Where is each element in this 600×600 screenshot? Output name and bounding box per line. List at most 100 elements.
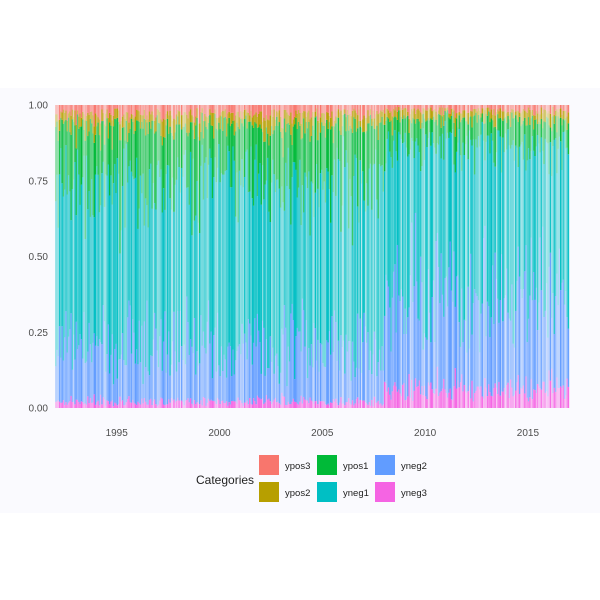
stripe-ypos3 xyxy=(72,105,75,117)
stripe-yneg1 xyxy=(408,154,410,308)
stripe-yneg2 xyxy=(493,324,495,388)
stripe-yneg1 xyxy=(444,120,446,279)
stripe-yneg1 xyxy=(254,159,256,319)
stripe-ypos2 xyxy=(218,117,220,123)
stripe-ypos1 xyxy=(470,116,472,140)
stripe-ypos2 xyxy=(88,114,90,132)
stripe-ypos2 xyxy=(315,108,318,117)
stripe-yneg3 xyxy=(396,391,399,408)
stripe-ypos3 xyxy=(444,105,446,109)
stripe-yneg1 xyxy=(362,171,364,343)
stripe-yneg1 xyxy=(372,165,374,355)
stripe-ypos3 xyxy=(191,105,193,116)
stripe-yneg2 xyxy=(430,342,432,383)
stripe-yneg1 xyxy=(473,174,476,290)
stripe-ypos1 xyxy=(354,118,356,155)
stripe-ypos3 xyxy=(430,105,432,108)
stripe-yneg1 xyxy=(346,162,349,352)
stripe-yneg3 xyxy=(358,403,360,408)
stripe-ypos1 xyxy=(96,126,98,167)
stripe-yneg1 xyxy=(396,160,399,245)
stripe-ypos2 xyxy=(137,110,139,121)
stripe-ypos3 xyxy=(452,105,454,109)
stripe-yneg1 xyxy=(502,137,504,322)
stripe-yneg1 xyxy=(543,164,545,317)
stripe-yneg3 xyxy=(112,406,115,408)
stripe-ypos1 xyxy=(123,127,125,149)
stripe-yneg3 xyxy=(92,402,94,408)
stripe-yneg3 xyxy=(327,403,329,408)
stripe-ypos1 xyxy=(322,125,324,190)
stripe-yneg3 xyxy=(382,404,385,408)
stripe-yneg1 xyxy=(493,162,495,325)
stripe-yneg1 xyxy=(195,215,197,375)
stripe-ypos1 xyxy=(534,119,536,157)
stripe-yneg2 xyxy=(436,232,439,367)
stripe-ypos1 xyxy=(484,123,486,161)
stripe-yneg3 xyxy=(381,405,383,408)
stripe-yneg3 xyxy=(63,404,66,408)
y-tick-label: 0.25 xyxy=(29,328,49,339)
stripe-ypos2 xyxy=(234,115,237,132)
stripe-yneg1 xyxy=(422,128,424,350)
stripe-yneg1 xyxy=(399,134,401,302)
stripe-yneg1 xyxy=(488,135,490,307)
stripe-ypos2 xyxy=(150,114,152,129)
stripe-ypos3 xyxy=(556,105,558,110)
stripe-yneg2 xyxy=(463,319,466,385)
stripe-yneg2 xyxy=(141,325,143,399)
stripe-yneg3 xyxy=(250,403,252,408)
stripe-ypos2 xyxy=(207,115,210,123)
stripe-ypos2 xyxy=(374,114,377,130)
stripe-yneg3 xyxy=(148,399,151,408)
stripe-ypos2 xyxy=(410,108,413,124)
stripe-yneg3 xyxy=(182,402,184,408)
stripe-ypos1 xyxy=(182,126,184,177)
stripe-ypos2 xyxy=(426,110,428,121)
stripe-ypos3 xyxy=(94,105,97,114)
stripe-yneg3 xyxy=(213,400,215,408)
stripe-ypos2 xyxy=(115,108,117,120)
stripe-yneg2 xyxy=(507,312,509,383)
stripe-ypos2 xyxy=(502,111,504,121)
stripe-ypos3 xyxy=(362,105,364,120)
stripe-ypos1 xyxy=(529,124,531,160)
stripe-yneg1 xyxy=(412,140,414,302)
stripe-yneg3 xyxy=(105,405,107,408)
stripe-ypos1 xyxy=(157,122,160,161)
stripe-yneg3 xyxy=(409,397,412,408)
stripe-ypos3 xyxy=(462,105,464,111)
stripe-yneg3 xyxy=(389,394,391,408)
stripe-ypos2 xyxy=(233,120,236,136)
stripe-ypos1 xyxy=(374,129,377,150)
stripe-ypos1 xyxy=(152,120,155,183)
stripe-yneg2 xyxy=(470,253,472,399)
stripe-yneg2 xyxy=(196,351,198,403)
stripe-ypos2 xyxy=(102,113,105,121)
stripe-yneg2 xyxy=(314,328,317,402)
stripe-yneg3 xyxy=(215,403,218,408)
stripe-yneg1 xyxy=(305,176,308,321)
stripe-ypos3 xyxy=(200,105,202,113)
stripe-ypos2 xyxy=(421,114,423,123)
stripe-ypos2 xyxy=(473,109,476,116)
stripe-yneg1 xyxy=(475,139,477,294)
stripe-yneg3 xyxy=(264,402,266,408)
stripe-yneg3 xyxy=(556,377,558,408)
stripe-yneg3 xyxy=(187,398,189,408)
stripe-ypos2 xyxy=(260,111,263,129)
stripe-yneg3 xyxy=(448,392,450,408)
stripe-ypos2 xyxy=(490,109,493,119)
stripe-ypos3 xyxy=(278,105,281,111)
stripe-ypos3 xyxy=(530,105,532,112)
stripe-ypos2 xyxy=(174,119,176,133)
stripe-yneg1 xyxy=(544,138,547,311)
stripe-yneg2 xyxy=(151,356,153,406)
stripe-ypos3 xyxy=(146,105,148,116)
stripe-ypos1 xyxy=(353,117,355,176)
stripe-yneg2 xyxy=(155,328,157,405)
stripe-yneg2 xyxy=(364,326,367,403)
stripe-yneg1 xyxy=(240,185,242,355)
stripe-yneg1 xyxy=(400,139,403,290)
stripe-yneg1 xyxy=(135,157,138,350)
